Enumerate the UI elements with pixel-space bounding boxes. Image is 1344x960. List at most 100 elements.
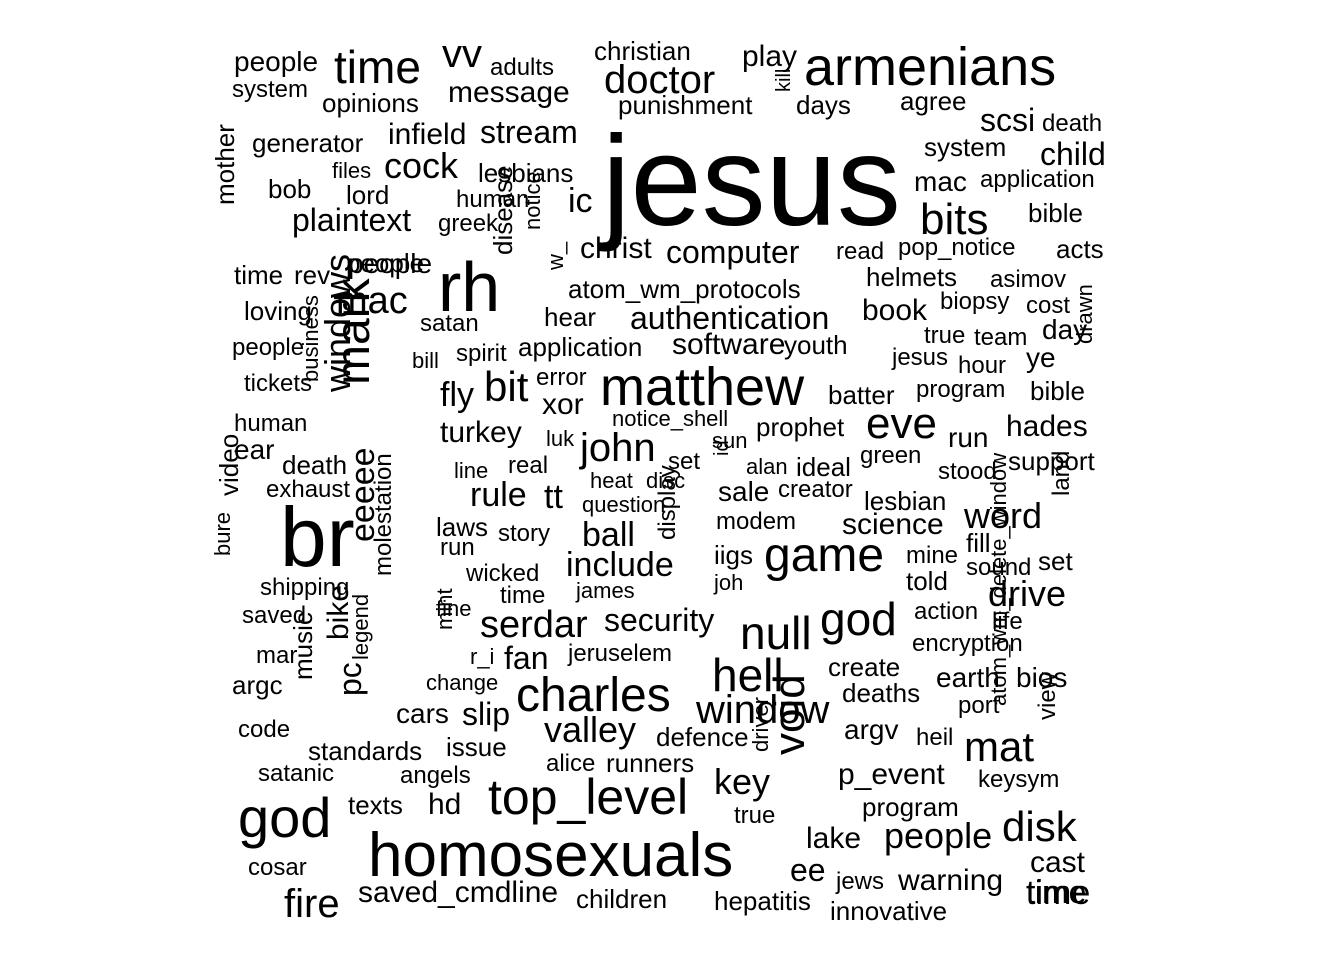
cloud-word: null <box>740 607 812 659</box>
cloud-word: change <box>426 670 499 695</box>
cloud-word: sun <box>712 428 748 453</box>
cloud-word: land <box>1048 450 1075 496</box>
cloud-word: hell <box>712 649 784 701</box>
cloud-word: helmets <box>866 262 958 292</box>
cloud-word: iigs <box>714 540 754 570</box>
cloud-word: application <box>518 332 643 362</box>
cloud-word: p_event <box>838 758 945 791</box>
cloud-word: heil <box>916 724 954 751</box>
cloud-word: ye <box>1026 342 1056 373</box>
cloud-word: question <box>582 492 666 517</box>
cloud-word: true <box>734 802 776 829</box>
cloud-word: biopsy <box>940 288 1010 315</box>
cloud-word: laws <box>436 512 489 542</box>
cloud-word: saved <box>242 602 307 629</box>
cloud-word: heat <box>590 468 633 493</box>
cloud-word: cosar <box>248 854 307 881</box>
cloud-word: mac <box>914 166 967 197</box>
cloud-word: read <box>836 238 885 265</box>
cloud-word: pop_notice <box>898 234 1016 261</box>
cloud-word: batter <box>828 380 895 410</box>
cloud-word: exhaust <box>266 476 351 503</box>
cloud-word: notice <box>520 171 545 230</box>
cloud-word: hd <box>428 788 462 821</box>
cloud-word: fire <box>284 882 340 926</box>
cloud-word: scsi <box>980 102 1036 138</box>
cloud-word: tickets <box>244 370 313 397</box>
cloud-word: real <box>508 452 549 479</box>
cloud-word: sound <box>966 554 1032 581</box>
cloud-word: xor <box>542 388 584 421</box>
cloud-word: pc <box>332 662 368 696</box>
cloud-word: innovative <box>830 896 948 926</box>
cloud-word: earth <box>936 662 1000 693</box>
cloud-word: life <box>992 608 1023 635</box>
cloud-word: book <box>862 294 928 327</box>
cloud-word: software <box>672 328 786 361</box>
cloud-word: create <box>828 652 901 682</box>
cloud-word: view <box>1034 671 1061 720</box>
cloud-word: jesus <box>892 344 949 371</box>
cloud-word: lake <box>806 822 862 855</box>
cloud-word: ideal <box>796 452 851 482</box>
cloud-word: legend <box>348 593 373 660</box>
cloud-word: program <box>862 792 959 822</box>
cloud-word: hear <box>544 302 597 332</box>
cloud-word: prophet <box>756 412 845 442</box>
cloud-word: rh <box>438 248 501 326</box>
cloud-word: set <box>1038 546 1073 576</box>
cloud-word: alice <box>546 750 596 777</box>
cloud-word: death <box>282 450 348 480</box>
cloud-word: jesus <box>602 110 901 253</box>
cloud-word: music <box>288 612 318 680</box>
cloud-word: atom_wm_protocols <box>568 274 801 304</box>
cloud-word: disk <box>1002 803 1077 850</box>
cloud-word: time <box>500 582 546 609</box>
cloud-word: action <box>914 598 979 625</box>
cloud-word: mother <box>210 124 240 205</box>
cloud-word: ee <box>790 852 826 888</box>
cloud-word: r_i <box>470 644 495 669</box>
cloud-word: standards <box>308 736 423 766</box>
cloud-word: turkey <box>440 416 522 449</box>
cloud-word: hour <box>958 352 1007 379</box>
cloud-word: security <box>604 602 715 638</box>
cloud-word: greek <box>438 210 499 237</box>
cloud-word: id <box>711 440 733 456</box>
cloud-word: kill <box>773 68 795 92</box>
cloud-word: ball <box>582 516 635 554</box>
cloud-word: bob <box>268 174 312 204</box>
cloud-word: mac <box>336 280 408 322</box>
cloud-word: alan <box>746 454 788 479</box>
cloud-word: wicked <box>466 560 540 587</box>
cloud-word: disease <box>488 165 518 255</box>
cloud-word: rule <box>470 476 527 514</box>
cloud-word: ear <box>234 434 275 465</box>
cloud-word: jews <box>836 868 885 895</box>
cloud-word: green <box>860 442 922 469</box>
cloud-word: human <box>234 410 308 437</box>
cloud-word: mine <box>906 542 959 569</box>
cloud-word: port <box>958 692 1000 719</box>
cloud-word: charles <box>516 669 671 722</box>
cloud-word: death <box>1042 110 1103 137</box>
cloud-word: time <box>1026 874 1087 910</box>
cloud-word: key <box>714 761 771 802</box>
cloud-word: christ <box>580 232 652 265</box>
cloud-word: include <box>566 546 674 584</box>
cloud-word: cock <box>384 145 459 186</box>
cloud-word: computer <box>666 234 800 270</box>
cloud-word: people <box>348 248 433 279</box>
cloud-word: adults <box>490 54 555 81</box>
cloud-word: opinions <box>322 88 419 118</box>
cloud-word: argc <box>232 670 283 700</box>
cloud-word: fill <box>966 528 991 558</box>
cloud-word: mat <box>964 723 1035 770</box>
cloud-word: day <box>1042 314 1088 345</box>
cloud-word: driver <box>748 696 773 752</box>
cloud-word: lord <box>346 180 390 210</box>
cloud-word: generator <box>252 128 364 158</box>
cloud-word: defence <box>656 722 749 752</box>
cloud-word: people <box>884 815 993 856</box>
cloud-word: notice_shell <box>612 406 729 431</box>
